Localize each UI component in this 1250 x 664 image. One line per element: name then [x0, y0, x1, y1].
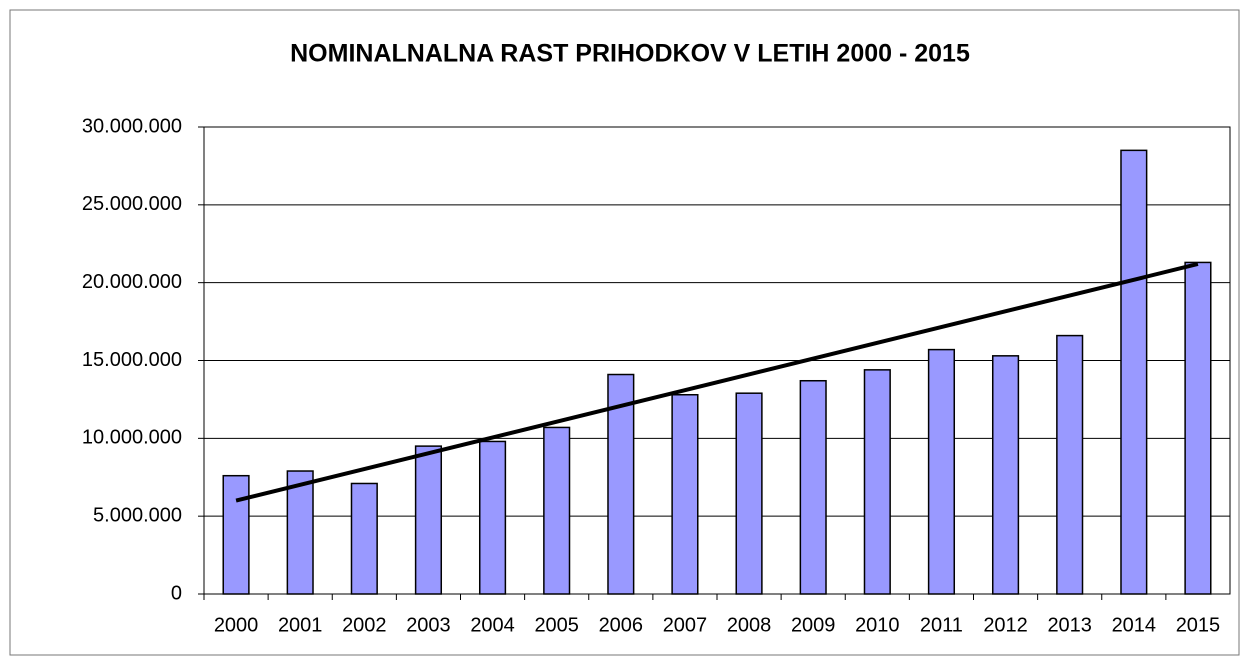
x-tick-label: 2012	[983, 614, 1028, 636]
x-tick-label: 2011	[920, 614, 963, 636]
bar	[222, 474, 250, 595]
x-tick-label: 2006	[599, 614, 644, 636]
y-tick-label: 25.000.000	[82, 193, 182, 215]
bar	[1184, 261, 1212, 595]
y-tick-label: 5.000.000	[93, 504, 182, 526]
bar	[927, 348, 956, 595]
y-tick-label: 20.000.000	[82, 271, 182, 293]
bar	[991, 355, 1020, 595]
bar	[607, 373, 635, 595]
x-tick-label: 2003	[406, 614, 451, 636]
x-tick-label: 2015	[1176, 614, 1221, 636]
bar	[543, 426, 571, 595]
x-tick-label: 2004	[470, 614, 515, 636]
x-tick-label: 2010	[855, 614, 900, 636]
x-tick-label: 2001	[278, 614, 323, 636]
x-tick-label: 2013	[1047, 614, 1092, 636]
x-tick-label: 2007	[663, 614, 708, 636]
bar	[671, 393, 699, 595]
bar	[863, 369, 891, 595]
bar	[478, 440, 507, 595]
bar	[1120, 149, 1148, 595]
x-tick-label: 2005	[534, 614, 579, 636]
bar	[799, 379, 827, 595]
bar	[350, 482, 378, 595]
y-tick-label: 10.000.000	[82, 427, 182, 449]
bar	[1056, 334, 1084, 595]
y-tick-label: 15.000.000	[82, 349, 182, 371]
x-tick-label: 2014	[1112, 614, 1157, 636]
y-tick-label: 30.000.000	[82, 115, 182, 137]
x-tick-label: 2009	[791, 614, 836, 636]
bar	[735, 392, 763, 595]
x-tick-label: 2002	[342, 614, 387, 636]
trend-line	[235, 262, 1199, 503]
bar	[286, 470, 314, 595]
bar	[414, 445, 443, 595]
y-tick-label: 0	[171, 582, 182, 604]
x-tick-label: 2008	[727, 614, 772, 636]
chart-title: NOMINALNALNA RAST PRIHODKOV V LETIH 2000…	[290, 40, 970, 68]
x-tick-label: 2000	[214, 614, 259, 636]
